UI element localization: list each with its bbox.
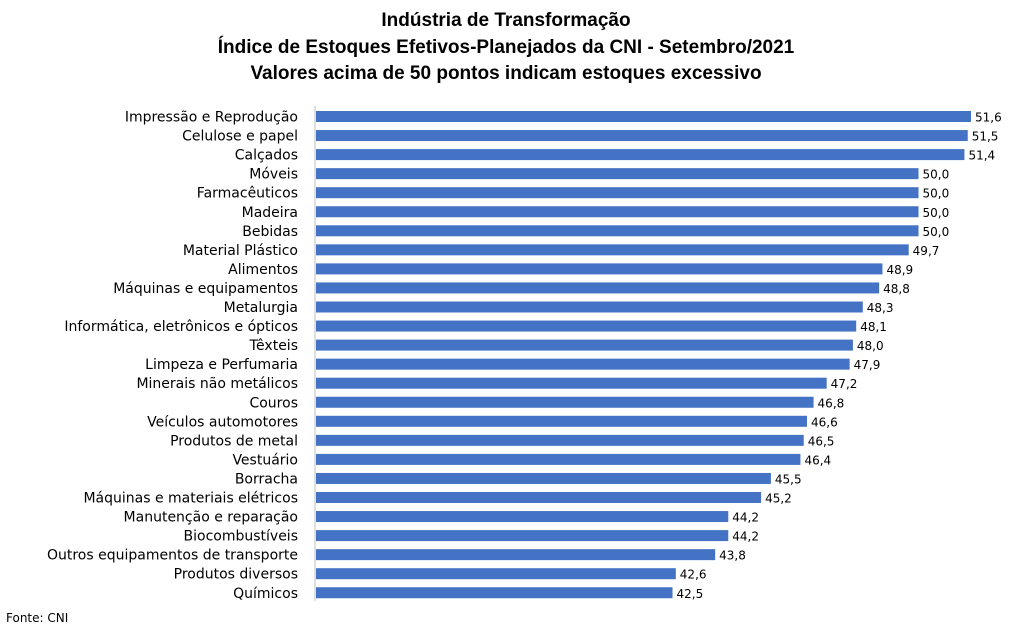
data-label: 48,0 — [857, 339, 884, 353]
bar — [316, 320, 857, 332]
bar — [316, 568, 676, 580]
category-label: Material Plástico — [183, 243, 298, 259]
data-label: 51,6 — [975, 111, 1002, 125]
bar — [316, 434, 804, 446]
bar — [316, 358, 850, 370]
data-label: 42,5 — [677, 587, 704, 601]
category-label: Veículos automotores — [147, 414, 298, 430]
data-label: 46,5 — [808, 434, 835, 448]
data-label: 50,0 — [923, 225, 950, 239]
data-label: 46,6 — [811, 415, 838, 429]
bar — [316, 111, 971, 122]
bars-layer: Impressão e Reprodução 51,6 Celulose e pap… — [47, 110, 1002, 602]
category-label: Limpeza e Perfumaria — [145, 357, 298, 373]
bar — [316, 263, 883, 275]
bar — [316, 415, 807, 427]
bar — [316, 206, 919, 218]
data-label: 46,4 — [804, 453, 831, 467]
data-label: 44,2 — [732, 530, 759, 544]
category-label: Metalurgia — [224, 300, 298, 316]
category-label: Minerais não metálicos — [136, 376, 298, 392]
bar — [316, 149, 965, 161]
data-label: 48,8 — [883, 282, 910, 296]
data-label: 48,3 — [867, 301, 894, 315]
bar — [316, 339, 853, 351]
category-label: Farmacêuticos — [197, 186, 298, 202]
category-label: Impressão e Reprodução — [125, 110, 298, 126]
bar — [316, 530, 729, 542]
category-label: Informática, eletrônicos e ópticos — [64, 319, 298, 335]
bar — [316, 396, 814, 408]
bar — [316, 472, 771, 484]
chart-title: Indústria de Transformação Índice de Est… — [0, 8, 1012, 88]
bar — [316, 168, 919, 180]
bar — [316, 225, 919, 237]
chart-title-line-1: Indústria de Transformação — [381, 10, 631, 31]
data-label: 45,2 — [765, 492, 792, 506]
data-label: 47,9 — [854, 358, 881, 372]
chart-title-line-2: Índice de Estoques Efetivos-Planejados d… — [217, 36, 795, 58]
bar — [316, 301, 863, 313]
data-label: 50,0 — [923, 168, 950, 182]
category-label: Borracha — [235, 471, 298, 487]
category-label: Outros equipamentos de transporte — [47, 548, 298, 564]
data-label: 42,6 — [680, 568, 707, 582]
category-label: Produtos diversos — [174, 567, 298, 583]
data-label: 46,8 — [818, 396, 845, 410]
category-label: Manutenção e reparação — [124, 510, 298, 526]
category-label: Químicos — [233, 586, 298, 602]
data-label: 43,8 — [719, 549, 746, 563]
source-note: Fonte: CNI — [6, 611, 69, 625]
bar — [316, 511, 729, 523]
data-label: 49,7 — [913, 244, 940, 258]
bar — [316, 453, 801, 465]
category-label: Têxteis — [248, 338, 298, 354]
category-label: Calçados — [235, 148, 298, 164]
category-label: Alimentos — [228, 262, 298, 278]
category-label: Produtos de metal — [170, 433, 298, 449]
data-label: 48,1 — [860, 320, 887, 334]
category-label: Máquinas e equipamentos — [113, 281, 298, 297]
category-label: Madeira — [242, 205, 298, 221]
data-label: 51,5 — [972, 130, 999, 144]
category-label: Móveis — [249, 167, 298, 183]
bar — [316, 549, 716, 561]
category-label: Bebidas — [242, 224, 298, 240]
category-label: Biocombustíveis — [184, 529, 298, 545]
bar — [316, 587, 673, 599]
data-label: 45,5 — [775, 472, 802, 486]
category-label: Couros — [249, 395, 298, 411]
data-label: 48,9 — [886, 263, 913, 277]
bar — [316, 244, 909, 256]
data-label: 44,2 — [732, 511, 759, 525]
category-label: Celulose e papel — [182, 129, 298, 145]
bar — [316, 492, 762, 503]
category-label: Máquinas e materiais elétricos — [83, 491, 298, 507]
bar — [316, 130, 968, 142]
chart-title-line-3: Valores acima de 50 pontos indicam estoq… — [250, 63, 762, 84]
category-label: Vestuário — [232, 452, 298, 468]
data-label: 51,4 — [968, 149, 995, 163]
bar — [316, 377, 827, 389]
data-label: 47,2 — [831, 377, 858, 391]
data-label: 50,0 — [923, 187, 950, 201]
bar — [316, 187, 919, 199]
bar — [316, 282, 880, 294]
data-label: 50,0 — [923, 206, 950, 220]
